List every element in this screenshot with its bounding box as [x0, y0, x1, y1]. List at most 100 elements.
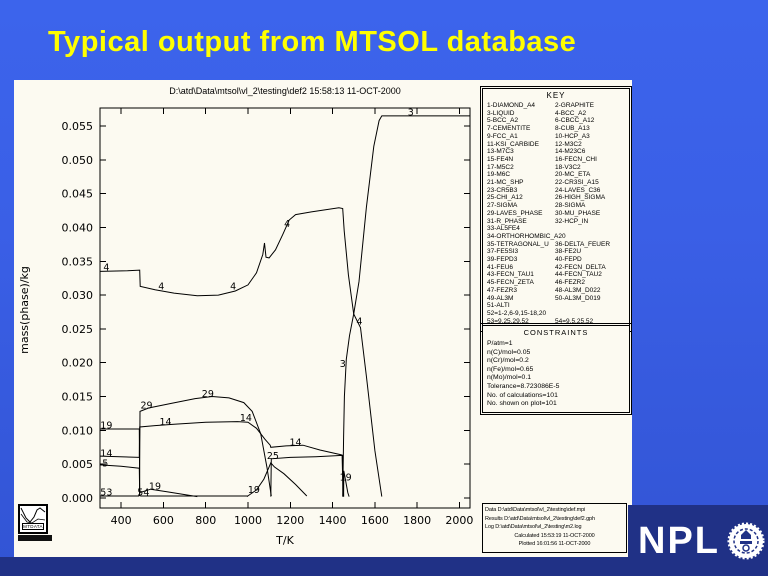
x-axis-label: T/K [275, 534, 294, 547]
phase-curve-19 [100, 428, 198, 498]
phase-curve-3 [342, 115, 470, 497]
key-row: 35-TETRAGONAL_U 36-DELTA_FEUER [487, 241, 625, 249]
curve-label-14: 14 [290, 438, 302, 449]
key-row: 39-FEPD3 40-FEPD [487, 256, 625, 264]
file-info-box: Data D:\atd\Data\mtsol\vl_2\testing\def.… [482, 503, 627, 553]
key-entry: 54=9,5,25,52 [555, 317, 594, 325]
key-entry: 26-HIGH_SIGMA [555, 194, 606, 202]
mtdata-logo: MTDATA [18, 504, 52, 541]
key-row: 37-FE5SI3 38-FE2U [487, 248, 625, 256]
key-entry: 2-GRAPHITE [555, 102, 595, 109]
key-row: 7-CEMENTITE 8-CUB_A13 [487, 125, 625, 133]
y-axis-label: mass(phase)/kg [18, 266, 31, 354]
key-row: 27-SIGMA 28-SIGMA [487, 202, 625, 210]
key-entry: 51-ALTI [487, 302, 510, 310]
curve-label-4: 4 [230, 281, 236, 292]
y-tick-label: 0.030 [62, 289, 94, 302]
key-entry: 37-FE5SI3 [487, 248, 519, 256]
key-entry: 22-CR3SI_A15 [555, 179, 599, 187]
y-tick-label: 0.055 [62, 120, 94, 133]
curve-label-29: 29 [202, 389, 214, 400]
phase-curve-25 [270, 454, 344, 497]
y-tick-label: 0.000 [62, 492, 94, 505]
key-entry: 13-M7C3 [487, 148, 514, 156]
phase-curve-19 [343, 470, 350, 497]
key-entry: 32-HCP_IN [555, 217, 589, 225]
curve-label-3: 3 [408, 107, 414, 118]
y-tick-label: 0.050 [62, 154, 94, 167]
key-entry: 27-SIGMA [487, 202, 518, 210]
footer-bar [0, 557, 768, 576]
x-tick-label: 2000 [445, 514, 473, 527]
key-entry: 4-BCC_A2 [555, 109, 587, 117]
constraint-line: n(Fe)/mol=0.65 [487, 365, 534, 373]
constraint-line: n(Cr)/mol=0.2 [487, 357, 529, 365]
key-entry: 41-FEU6 [487, 263, 514, 271]
npl-crest-icon [727, 522, 765, 559]
mtdata-logo-text: MTDATA [22, 522, 44, 530]
curve-label-4: 4 [158, 281, 164, 292]
key-row: 31-R_PHASE 32-HCP_IN [487, 218, 625, 226]
plot-file-header: D:\atd\Data\mtsol\vl_2\testing\def2 15:5… [169, 86, 401, 96]
key-row: 29-LAVES_PHASE 30-MU_PHASE [487, 210, 625, 218]
key-row: 9-FCC_A1 10-HCP_A3 [487, 133, 625, 141]
key-entry: 33-AL5FE4 [487, 225, 520, 233]
curve-label-4: 4 [356, 316, 362, 327]
constraints-lines: P/atm=1 n(C)/mol=0.05 n(Cr)/mol=0.2 n(Fe)/m… [487, 340, 625, 409]
key-title: KEY [546, 91, 566, 100]
key-entry: 12-M3C2 [555, 140, 582, 148]
key-row: 34-ORTHORHOMBIC_A20 [487, 233, 625, 241]
key-entry: 42-FECN_DELTA [555, 263, 606, 271]
constraints-box: CONSTRAINTS P/atm=1 n(C)/mol=0.05 n(Cr)/mo… [480, 323, 632, 415]
constraint-line: No. of calculations=101 [487, 391, 558, 399]
constraint-line: No. shown on plot=101 [487, 400, 557, 408]
key-row: 11-KSI_CARBIDE 12-M3C2 [487, 141, 625, 149]
constraint-line: n(Mo)/mol=0.1 [487, 374, 532, 382]
key-entry: 5-BCC_A2 [487, 117, 519, 125]
key-entry: 46-FEZR2 [555, 279, 585, 287]
x-tick-label: 1600 [361, 514, 389, 527]
key-row: 1-DIAMOND_A4 2-GRAPHITE [487, 102, 625, 110]
key-entry: 45-FECN_ZETA [487, 279, 534, 287]
constraint-line: n(C)/mol=0.05 [487, 348, 531, 356]
curve-label-54: 54 [137, 488, 149, 499]
plot-frame [99, 107, 471, 509]
key-entry: 15-FE4N [487, 155, 514, 163]
file-info-line: Plotted 16:01:56 11-OCT-2000 [518, 541, 591, 548]
key-entry: 3-LIQUID [487, 109, 515, 117]
key-row: 33-AL5FE4 [487, 225, 625, 233]
y-tick-label: 0.035 [62, 255, 94, 268]
x-tick-label: 1000 [234, 514, 262, 527]
constraint-line: Tolerance=8.723086E-5 [487, 382, 560, 390]
key-row: 43-FECN_TAU1 44-FECN_TAU2 [487, 271, 625, 279]
key-entry: 49-AL3M [487, 294, 514, 302]
key-row: 21-MC_SHP 22-CR3SI_A15 [487, 179, 625, 187]
curve-label-14: 14 [100, 448, 112, 459]
key-entry: 6-CBCC_A12 [555, 117, 595, 125]
key-entry: 52=1-2,6-9,15-18,20 [487, 309, 547, 317]
key-entry: 28-SIGMA [555, 202, 586, 210]
phase-mass-plot: 400 600 800 1000 1200 1400 1600 1800 2000 0.000 0.… [18, 107, 473, 547]
x-tick-label: 1800 [403, 514, 431, 527]
key-entry: 8-CUB_A13 [555, 125, 590, 133]
key-entry: 17-M5C2 [487, 163, 514, 171]
key-entry: 7-CEMENTITE [487, 125, 531, 133]
phase-curve-5 [99, 464, 141, 497]
key-row: 13-M7C3 14-M23C6 [487, 148, 625, 156]
file-info-line: Results D:\atd\Data\mtsol\vl_2\testing\d… [485, 515, 595, 522]
x-tick-label: 1400 [319, 514, 347, 527]
key-entry: 36-DELTA_FEUER [555, 240, 611, 248]
key-row: 25-CHI_A12 26-HIGH_SIGMA [487, 194, 625, 202]
key-row: 47-FEZR3 48-AL3M_D022 [487, 287, 625, 295]
y-tick-label: 0.020 [62, 357, 94, 370]
mtdata-logo-icon: MTDATA [18, 504, 48, 534]
y-tick-label: 0.045 [62, 188, 94, 201]
curve-label-4: 4 [284, 219, 290, 230]
key-entry: 38-FE2U [555, 248, 582, 256]
key-row: 41-FEU6 42-FECN_DELTA [487, 264, 625, 272]
key-entry: 47-FEZR3 [487, 286, 517, 294]
mtdata-logo-banner [18, 535, 52, 541]
y-tick-label: 0.010 [62, 424, 94, 437]
key-box: KEY 1-DIAMOND_A4 2-GRAPHITE 3-LIQUID 4-BCC_… [480, 86, 632, 332]
curve-label-3: 3 [340, 359, 346, 370]
